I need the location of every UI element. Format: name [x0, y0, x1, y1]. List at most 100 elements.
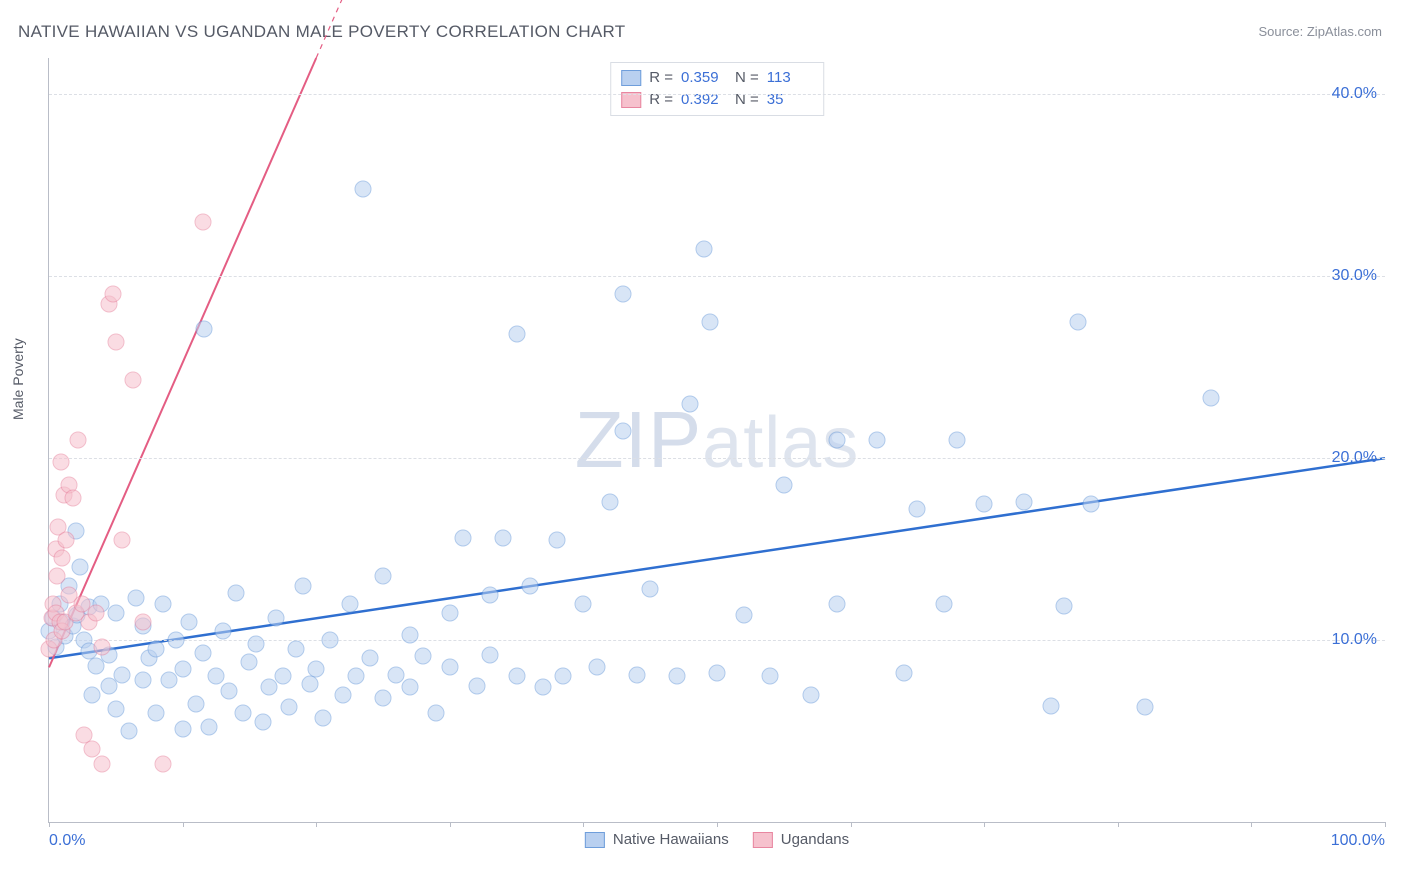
data-point	[354, 180, 371, 197]
x-tick	[717, 822, 718, 827]
data-point	[361, 650, 378, 667]
data-point	[668, 668, 685, 685]
data-point	[535, 679, 552, 696]
data-point	[682, 395, 699, 412]
data-point	[107, 604, 124, 621]
data-point	[735, 606, 752, 623]
data-point	[288, 641, 305, 658]
data-point	[228, 584, 245, 601]
data-point	[642, 581, 659, 598]
data-point	[154, 755, 171, 772]
data-point	[147, 704, 164, 721]
x-tick	[851, 822, 852, 827]
data-point	[274, 668, 291, 685]
legend-item: Ugandans	[753, 831, 849, 848]
data-point	[127, 590, 144, 607]
legend-swatch	[753, 832, 773, 848]
x-tick	[49, 822, 50, 827]
data-point	[936, 595, 953, 612]
watermark: ZIPatlas	[575, 394, 860, 486]
data-point	[194, 644, 211, 661]
r-label: R =	[649, 89, 673, 111]
n-label: N =	[735, 67, 759, 89]
y-axis-label: Male Poverty	[10, 338, 26, 420]
data-point	[107, 701, 124, 718]
x-tick	[1118, 822, 1119, 827]
n-value: 35	[767, 89, 813, 111]
data-point	[802, 686, 819, 703]
data-point	[334, 686, 351, 703]
y-tick-label: 10.0%	[1332, 631, 1377, 649]
data-point	[829, 595, 846, 612]
data-point	[762, 668, 779, 685]
data-point	[401, 679, 418, 696]
data-point	[194, 213, 211, 230]
gridline	[49, 276, 1385, 277]
data-point	[208, 668, 225, 685]
n-value: 113	[767, 67, 813, 89]
data-point	[829, 432, 846, 449]
x-tick	[984, 822, 985, 827]
data-point	[94, 755, 111, 772]
data-point	[702, 313, 719, 330]
y-tick-label: 20.0%	[1332, 449, 1377, 467]
data-point	[65, 490, 82, 507]
data-point	[508, 668, 525, 685]
x-tick-label: 0.0%	[49, 832, 85, 850]
data-point	[428, 704, 445, 721]
data-point	[775, 477, 792, 494]
data-point	[70, 432, 87, 449]
data-point	[174, 661, 191, 678]
data-point	[308, 661, 325, 678]
r-label: R =	[649, 67, 673, 89]
r-value: 0.392	[681, 89, 727, 111]
data-point	[321, 632, 338, 649]
data-point	[301, 675, 318, 692]
data-point	[125, 371, 142, 388]
data-point	[615, 422, 632, 439]
data-point	[508, 326, 525, 343]
series-legend: Native HawaiiansUgandans	[585, 831, 849, 848]
data-point	[154, 595, 171, 612]
stats-row: R =0.359N =113	[621, 67, 813, 89]
data-point	[187, 695, 204, 712]
data-point	[83, 686, 100, 703]
data-point	[441, 604, 458, 621]
legend-label: Ugandans	[781, 831, 849, 848]
data-point	[248, 635, 265, 652]
data-point	[234, 704, 251, 721]
chart-container: NATIVE HAWAIIAN VS UGANDAN MALE POVERTY …	[0, 0, 1406, 892]
data-point	[314, 710, 331, 727]
data-point	[709, 664, 726, 681]
data-point	[221, 683, 238, 700]
data-point	[615, 286, 632, 303]
data-point	[896, 664, 913, 681]
data-point	[468, 677, 485, 694]
source-label: Source: ZipAtlas.com	[1258, 24, 1382, 39]
data-point	[1069, 313, 1086, 330]
x-tick	[1385, 822, 1386, 827]
data-point	[214, 623, 231, 640]
data-point	[602, 493, 619, 510]
data-point	[548, 532, 565, 549]
data-point	[1203, 390, 1220, 407]
x-tick	[183, 822, 184, 827]
data-point	[54, 550, 71, 567]
data-point	[495, 530, 512, 547]
data-point	[341, 595, 358, 612]
data-point	[401, 626, 418, 643]
data-point	[53, 453, 70, 470]
data-point	[94, 639, 111, 656]
data-point	[348, 668, 365, 685]
data-point	[695, 241, 712, 258]
data-point	[949, 432, 966, 449]
data-point	[201, 719, 218, 736]
data-point	[71, 559, 88, 576]
x-tick	[450, 822, 451, 827]
data-point	[268, 610, 285, 627]
stats-row: R =0.392N =35	[621, 89, 813, 111]
data-point	[481, 646, 498, 663]
data-point	[294, 577, 311, 594]
data-point	[1043, 697, 1060, 714]
data-point	[628, 666, 645, 683]
